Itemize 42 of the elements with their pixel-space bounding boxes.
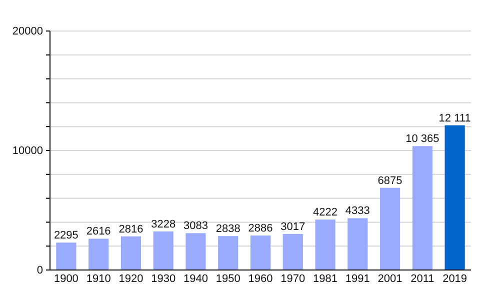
bar: [444, 125, 465, 270]
data-label: 12 111: [438, 112, 471, 124]
data-label: 10 365: [406, 133, 440, 146]
data-label: 2886: [248, 222, 273, 235]
bar: [186, 233, 206, 270]
data-label: 2816: [118, 223, 144, 236]
x-tick-label: 2011: [410, 272, 434, 285]
bar: [380, 188, 400, 270]
y-tick-label: 20000: [12, 26, 43, 38]
data-label: 2295: [54, 230, 78, 242]
x-tick-label: 1970: [280, 272, 306, 285]
x-tick-label: 2001: [378, 272, 402, 285]
bar: [56, 242, 76, 270]
x-tick-label: 1981: [313, 272, 338, 285]
x-tick-label: 1900: [54, 272, 78, 285]
data-label: 3083: [183, 220, 208, 232]
bar: [348, 218, 368, 270]
data-label: 2616: [86, 226, 111, 238]
y-tick-label: 0: [36, 264, 43, 277]
bar: [250, 236, 271, 270]
data-label: 3017: [280, 220, 306, 233]
data-label: 2838: [216, 223, 240, 236]
bar: [282, 234, 303, 270]
x-tick-label: 1950: [216, 272, 240, 285]
x-tick-label: 1910: [86, 272, 111, 285]
x-tick-label: 1960: [248, 272, 273, 285]
x-tick-label: 1940: [183, 272, 208, 285]
bar: [120, 236, 141, 270]
x-tick-label: 1991: [345, 272, 370, 285]
y-tick-label: 10000: [12, 145, 43, 158]
x-tick-label: 1930: [151, 272, 176, 285]
bar: [88, 238, 109, 270]
data-label: 3228: [151, 218, 176, 230]
data-label: 4333: [345, 205, 370, 218]
data-label: 6875: [378, 174, 402, 187]
bar: [412, 146, 432, 270]
bar: [315, 220, 336, 270]
bar: [218, 236, 238, 270]
x-tick-label: 1920: [118, 272, 144, 285]
bar: [153, 231, 174, 270]
x-tick-label: 2019: [442, 272, 468, 285]
data-label: 4222: [313, 206, 338, 219]
